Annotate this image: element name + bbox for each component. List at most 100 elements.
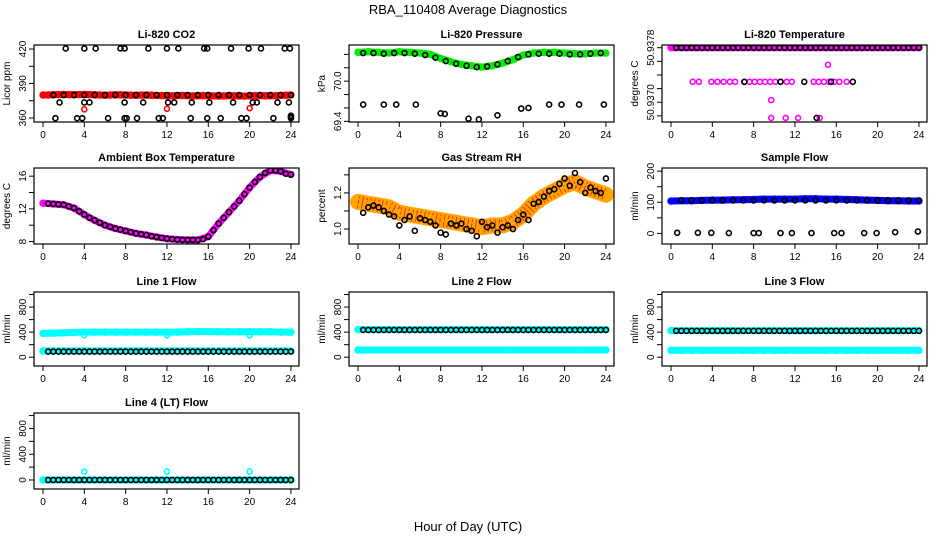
data-point — [741, 78, 748, 86]
data-point — [488, 346, 496, 354]
data-point — [286, 45, 294, 52]
data-point — [78, 114, 86, 122]
data-point — [756, 78, 764, 86]
data-point — [813, 114, 820, 122]
data-point — [602, 175, 610, 182]
data-point — [287, 112, 295, 119]
data-point — [287, 328, 295, 336]
data-point — [581, 346, 589, 354]
data-point — [287, 476, 295, 484]
x-tick-label: 24 — [913, 130, 925, 141]
data-point — [111, 328, 120, 336]
data-point — [49, 329, 58, 337]
data-point — [163, 331, 171, 339]
data-point — [121, 328, 130, 336]
data-point — [187, 114, 195, 122]
data-point — [122, 91, 129, 99]
data-point — [494, 61, 501, 68]
data-point — [184, 236, 191, 244]
plot-area — [667, 326, 923, 355]
x-tick-label: 0 — [40, 374, 46, 385]
data-point — [750, 229, 757, 237]
x-tick-label: 16 — [203, 497, 215, 508]
x-tick-label: 8 — [438, 374, 444, 385]
data-point — [359, 101, 367, 108]
panel-line-2-flow: Line 2 Flow ml/min 0 400 800 0 4 8 12 16 20 24 — [317, 276, 615, 385]
data-point — [575, 101, 583, 108]
x-tick-label: 4 — [82, 497, 88, 508]
data-point — [863, 197, 871, 204]
y-tick-label: 1.0 — [333, 222, 344, 236]
panel-line-1-flow: Line 1 Flow ml/min 0 400 800 0 4 8 12 16 20 24 — [2, 276, 300, 385]
y-tick-label: 200 — [646, 162, 657, 179]
data-point — [436, 346, 445, 354]
data-point — [561, 175, 568, 182]
x-tick-label: 12 — [476, 252, 488, 263]
data-point — [519, 211, 527, 218]
data-point — [677, 346, 686, 355]
data-point — [504, 57, 512, 65]
y-axis-label: ml/min — [630, 191, 641, 220]
data-point — [731, 78, 739, 86]
data-point — [441, 110, 449, 118]
plot-area — [39, 327, 295, 355]
data-point — [395, 209, 404, 217]
data-point — [81, 331, 88, 339]
data-point — [245, 328, 254, 336]
data-point — [720, 78, 727, 86]
x-tick-label: 0 — [355, 374, 361, 385]
data-point — [188, 99, 196, 106]
panel-sample-flow: Sample Flow ml/min 0 100 200 0 4 8 12 16 20 24 — [630, 152, 928, 263]
data-point — [698, 346, 706, 355]
data-point — [740, 197, 747, 204]
data-point — [173, 328, 181, 336]
data-point — [509, 346, 517, 354]
data-point — [70, 91, 78, 99]
data-point — [725, 229, 733, 237]
x-tick-label: 16 — [831, 252, 843, 263]
data-point — [163, 45, 171, 52]
plot-area — [39, 168, 295, 244]
data-point — [478, 346, 486, 354]
data-point — [494, 229, 501, 236]
panel-title: Line 2 Flow — [452, 276, 512, 288]
x-tick-label: 12 — [161, 252, 173, 263]
data-point — [915, 197, 923, 204]
y-tick-label: 0 — [18, 477, 29, 483]
y-tick-label: 400 — [333, 323, 344, 340]
series-band — [39, 90, 295, 100]
data-point — [467, 346, 476, 354]
x-tick-label: 20 — [872, 130, 884, 141]
data-point — [746, 78, 753, 86]
panel-title: Gas Stream RH — [441, 152, 521, 164]
data-point — [781, 197, 788, 204]
data-point — [92, 45, 99, 52]
y-tick-label: 50.9378 — [646, 29, 657, 66]
x-tick-label: 12 — [789, 374, 801, 385]
data-point — [689, 78, 696, 86]
x-tick-label: 20 — [872, 252, 884, 263]
data-point — [274, 99, 281, 106]
data-point — [576, 51, 584, 58]
x-tick-label: 16 — [518, 130, 530, 141]
data-point — [256, 328, 264, 336]
data-point — [719, 197, 726, 204]
data-point — [822, 197, 830, 204]
data-point — [525, 216, 532, 224]
data-point — [204, 91, 212, 99]
data-point — [587, 184, 594, 191]
data-point — [463, 62, 470, 70]
data-point — [556, 180, 563, 188]
data-point — [514, 53, 522, 61]
panel-title: Line 3 Flow — [765, 276, 825, 288]
data-point — [915, 327, 923, 335]
data-point — [761, 78, 769, 86]
data-point — [442, 57, 450, 65]
data-point — [600, 101, 608, 108]
data-point — [801, 197, 809, 204]
data-point — [405, 346, 414, 354]
data-point — [556, 50, 563, 58]
data-point — [498, 346, 507, 354]
data-point — [411, 227, 419, 235]
data-point — [101, 328, 109, 336]
